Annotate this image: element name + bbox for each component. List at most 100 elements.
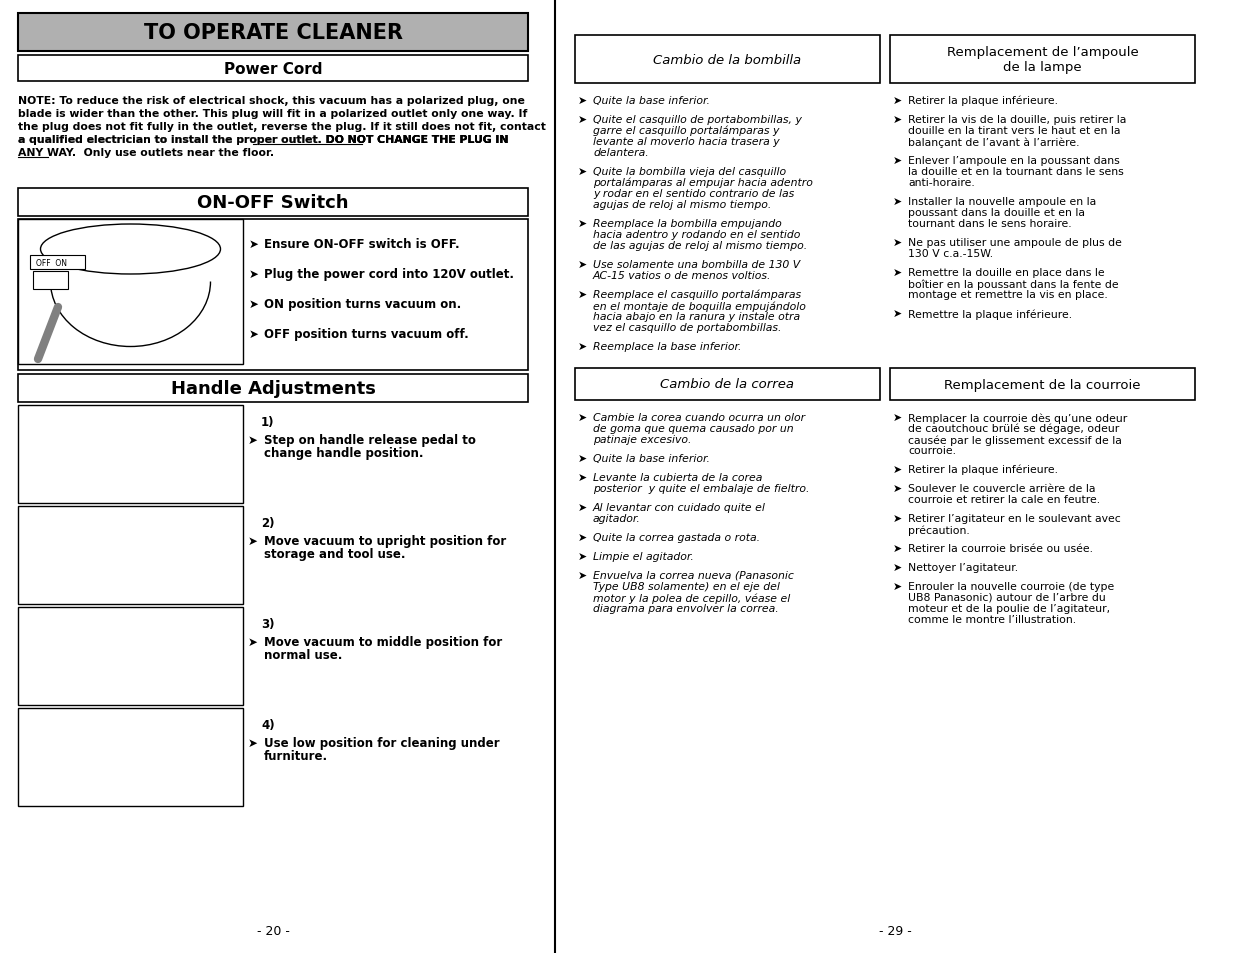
Text: Move vacuum to middle position for: Move vacuum to middle position for — [264, 636, 503, 648]
Bar — [19, 406, 243, 503]
Text: a qualified electrician to install the proper outlet. DO NOT CHANGE THE PLUG IN: a qualified electrician to install the p… — [19, 135, 509, 145]
Text: de las agujas de reloj al mismo tiempo.: de las agujas de reloj al mismo tiempo. — [593, 241, 808, 251]
Text: ➤: ➤ — [893, 483, 902, 494]
Text: ➤: ➤ — [248, 434, 258, 447]
Bar — [890, 369, 1195, 400]
Text: 1): 1) — [261, 416, 274, 429]
Text: Remettre la plaque inférieure.: Remettre la plaque inférieure. — [908, 309, 1072, 319]
Text: douille en la tirant vers le haut et en la: douille en la tirant vers le haut et en … — [908, 126, 1120, 136]
Text: 3): 3) — [261, 618, 274, 630]
Text: hacia abajo en la ranura y instale otra: hacia abajo en la ranura y instale otra — [593, 312, 800, 322]
Text: agitador.: agitador. — [593, 514, 641, 523]
Text: ➤: ➤ — [893, 543, 902, 554]
Text: Remplacement de l’ampoule
de la lampe: Remplacement de l’ampoule de la lampe — [946, 46, 1139, 74]
Text: normal use.: normal use. — [264, 648, 342, 661]
Text: furniture.: furniture. — [264, 749, 329, 762]
Text: y rodar en el sentido contrario de las: y rodar en el sentido contrario de las — [593, 189, 794, 199]
Text: ➤: ➤ — [893, 268, 902, 277]
Text: comme le montre l’illustration.: comme le montre l’illustration. — [908, 615, 1076, 624]
Text: Quite la bombilla vieja del casquillo: Quite la bombilla vieja del casquillo — [593, 167, 787, 177]
Text: Nettoyer l’agitateur.: Nettoyer l’agitateur. — [908, 562, 1018, 573]
Text: ➤: ➤ — [578, 502, 587, 513]
Text: Remplacement de la courroie: Remplacement de la courroie — [945, 378, 1141, 391]
Text: de goma que quema causado por un: de goma que quema causado por un — [593, 423, 794, 434]
Text: Levante la cubierta de la corea: Levante la cubierta de la corea — [593, 473, 762, 482]
Text: Quite el casquillo de portabombillas, y: Quite el casquillo de portabombillas, y — [593, 115, 802, 125]
Text: ➤: ➤ — [893, 156, 902, 166]
Text: ➤: ➤ — [578, 290, 587, 299]
Text: Enlever l’ampoule en la poussant dans: Enlever l’ampoule en la poussant dans — [908, 156, 1120, 166]
Text: Retirer l’agitateur en le soulevant avec: Retirer l’agitateur en le soulevant avec — [908, 514, 1120, 523]
Text: Retirer la plaque inférieure.: Retirer la plaque inférieure. — [908, 96, 1058, 107]
Text: Cambie la corea cuando ocurra un olor: Cambie la corea cuando ocurra un olor — [593, 413, 805, 422]
Bar — [19, 14, 529, 52]
Text: garre el casquillo portalámparas y: garre el casquillo portalámparas y — [593, 126, 779, 136]
Bar — [30, 255, 85, 270]
Text: Retirer la courroie brisée ou usée.: Retirer la courroie brisée ou usée. — [908, 543, 1093, 554]
Text: OFF position turns vacuum off.: OFF position turns vacuum off. — [264, 328, 469, 340]
Text: Move vacuum to upright position for: Move vacuum to upright position for — [264, 535, 506, 547]
Text: Step on handle release pedal to: Step on handle release pedal to — [264, 434, 475, 447]
Text: Type UB8 solamente) en el eje del: Type UB8 solamente) en el eje del — [593, 581, 779, 592]
Bar — [19, 56, 529, 82]
Text: ➤: ➤ — [893, 562, 902, 573]
Text: Quite la base inferior.: Quite la base inferior. — [593, 454, 710, 463]
Text: NOTE: To reduce the risk of electrical shock, this vacuum has a polarized plug, : NOTE: To reduce the risk of electrical s… — [19, 96, 525, 106]
Text: ON-OFF Switch: ON-OFF Switch — [198, 193, 348, 212]
Text: Soulever le couvercle arrière de la: Soulever le couvercle arrière de la — [908, 483, 1095, 494]
Text: causée par le glissement excessif de la: causée par le glissement excessif de la — [908, 435, 1121, 445]
Text: Ensure ON-OFF switch is OFF.: Ensure ON-OFF switch is OFF. — [264, 237, 459, 251]
Text: Retirer la plaque inférieure.: Retirer la plaque inférieure. — [908, 464, 1058, 475]
Text: Enrouler la nouvelle courroie (de type: Enrouler la nouvelle courroie (de type — [908, 581, 1114, 592]
Text: ➤: ➤ — [578, 413, 587, 422]
Text: - 29 -: - 29 - — [878, 924, 911, 937]
Text: de caoutchouc brülé se dégage, odeur: de caoutchouc brülé se dégage, odeur — [908, 423, 1119, 434]
Text: ➤: ➤ — [578, 167, 587, 177]
Text: ➤: ➤ — [248, 535, 258, 547]
Bar — [19, 607, 243, 705]
Bar — [33, 272, 68, 290]
Text: Ne pas utiliser une ampoule de plus de: Ne pas utiliser une ampoule de plus de — [908, 237, 1121, 248]
Text: ➤: ➤ — [893, 237, 902, 248]
Text: anti-horaire.: anti-horaire. — [908, 178, 974, 188]
Text: patinaje excesivo.: patinaje excesivo. — [593, 435, 692, 444]
Text: a qualified electrician to install the proper outlet.: a qualified electrician to install the p… — [19, 135, 326, 145]
Text: Cambio de la correa: Cambio de la correa — [661, 378, 794, 391]
Bar — [576, 369, 881, 400]
Text: delantera.: delantera. — [593, 148, 648, 158]
Text: agujas de reloj al mismo tiempo.: agujas de reloj al mismo tiempo. — [593, 200, 772, 210]
Text: Use low position for cleaning under: Use low position for cleaning under — [264, 737, 500, 749]
Text: ➤: ➤ — [893, 96, 902, 106]
Text: blade is wider than the other. This plug will fit in a polarized outlet only one: blade is wider than the other. This plug… — [19, 109, 527, 119]
Text: OFF  ON: OFF ON — [36, 258, 67, 267]
Text: Remettre la douille en place dans le: Remettre la douille en place dans le — [908, 268, 1104, 277]
Text: vez el casquillo de portabombillas.: vez el casquillo de portabombillas. — [593, 323, 782, 333]
Text: hacia adentro y rodando en el sentido: hacia adentro y rodando en el sentido — [593, 230, 800, 240]
Text: Use solamente una bombilla de 130 V: Use solamente una bombilla de 130 V — [593, 260, 800, 270]
Bar — [576, 36, 881, 84]
Text: ➤: ➤ — [249, 237, 259, 251]
Bar — [19, 220, 529, 371]
Text: 2): 2) — [261, 517, 274, 530]
Text: Reemplace la base inferior.: Reemplace la base inferior. — [593, 341, 741, 352]
Text: Handle Adjustments: Handle Adjustments — [170, 379, 375, 397]
Text: change handle position.: change handle position. — [264, 447, 424, 459]
Text: the plug does not fit fully in the outlet, reverse the plug. If it still does no: the plug does not fit fully in the outle… — [19, 122, 546, 132]
Text: balançant de l’avant à l’arrière.: balançant de l’avant à l’arrière. — [908, 137, 1079, 148]
Text: ➤: ➤ — [578, 341, 587, 352]
Text: portalámparas al empujar hacia adentro: portalámparas al empujar hacia adentro — [593, 178, 813, 189]
Text: diagrama para envolver la correa.: diagrama para envolver la correa. — [593, 603, 779, 614]
Text: ➤: ➤ — [893, 581, 902, 592]
Text: ➤: ➤ — [578, 96, 587, 106]
Text: ➤: ➤ — [578, 454, 587, 463]
Text: ➤: ➤ — [893, 115, 902, 125]
Text: 4): 4) — [261, 719, 274, 731]
Bar — [19, 708, 243, 806]
Text: ➤: ➤ — [578, 115, 587, 125]
Text: ➤: ➤ — [248, 737, 258, 749]
Text: Quite la correa gastada o rota.: Quite la correa gastada o rota. — [593, 533, 760, 542]
Text: ➤: ➤ — [578, 533, 587, 542]
Text: storage and tool use.: storage and tool use. — [264, 547, 405, 560]
Text: boîtier en la poussant dans la fente de: boîtier en la poussant dans la fente de — [908, 278, 1119, 289]
Text: ➤: ➤ — [249, 268, 259, 281]
